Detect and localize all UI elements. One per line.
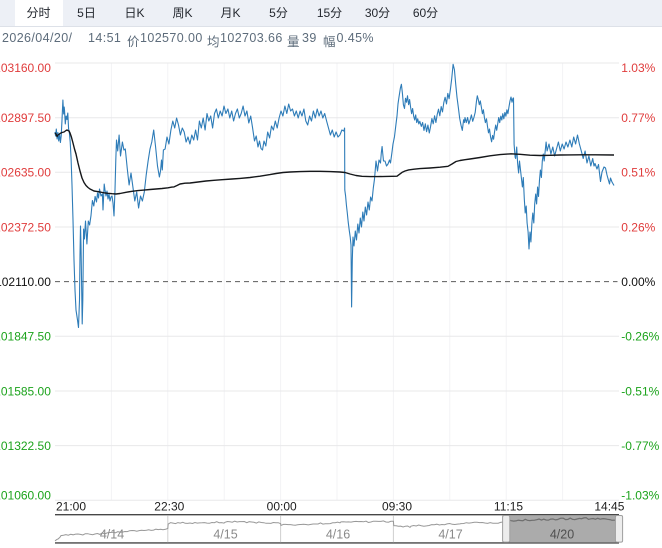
svg-text:0.51%: 0.51% [621, 166, 655, 180]
svg-text:4/17: 4/17 [438, 527, 462, 541]
svg-text:11:15: 11:15 [494, 500, 523, 514]
svg-text:101060.00: 101060.00 [0, 489, 51, 503]
svg-text:0.00%: 0.00% [621, 275, 655, 289]
svg-text:09:30: 09:30 [382, 500, 412, 514]
svg-text:00:00: 00:00 [267, 500, 297, 514]
svg-text:103160.00: 103160.00 [0, 61, 51, 75]
svg-text:-0.26%: -0.26% [621, 330, 659, 344]
svg-text:0.77%: 0.77% [621, 111, 655, 125]
svg-text:102897.50: 102897.50 [0, 111, 51, 125]
svg-text:4/20: 4/20 [550, 527, 574, 541]
svg-text:21:00: 21:00 [56, 500, 86, 514]
svg-text:102110.00: 102110.00 [0, 275, 51, 289]
svg-text:101847.50: 101847.50 [0, 330, 51, 344]
svg-text:22:30: 22:30 [154, 500, 184, 514]
svg-text:102372.50: 102372.50 [0, 220, 51, 234]
svg-text:1.03%: 1.03% [621, 61, 655, 75]
svg-text:102635.00: 102635.00 [0, 166, 51, 180]
svg-text:-0.77%: -0.77% [621, 439, 659, 453]
svg-text:4/15: 4/15 [213, 527, 237, 541]
svg-text:-0.51%: -0.51% [621, 384, 659, 398]
svg-text:0.26%: 0.26% [621, 220, 655, 234]
svg-text:-1.03%: -1.03% [621, 489, 659, 503]
svg-text:101322.50: 101322.50 [0, 439, 51, 453]
svg-text:4/14: 4/14 [100, 527, 124, 541]
svg-text:14:45: 14:45 [594, 500, 624, 514]
svg-text:101585.00: 101585.00 [0, 384, 51, 398]
svg-text:4/16: 4/16 [326, 527, 350, 541]
